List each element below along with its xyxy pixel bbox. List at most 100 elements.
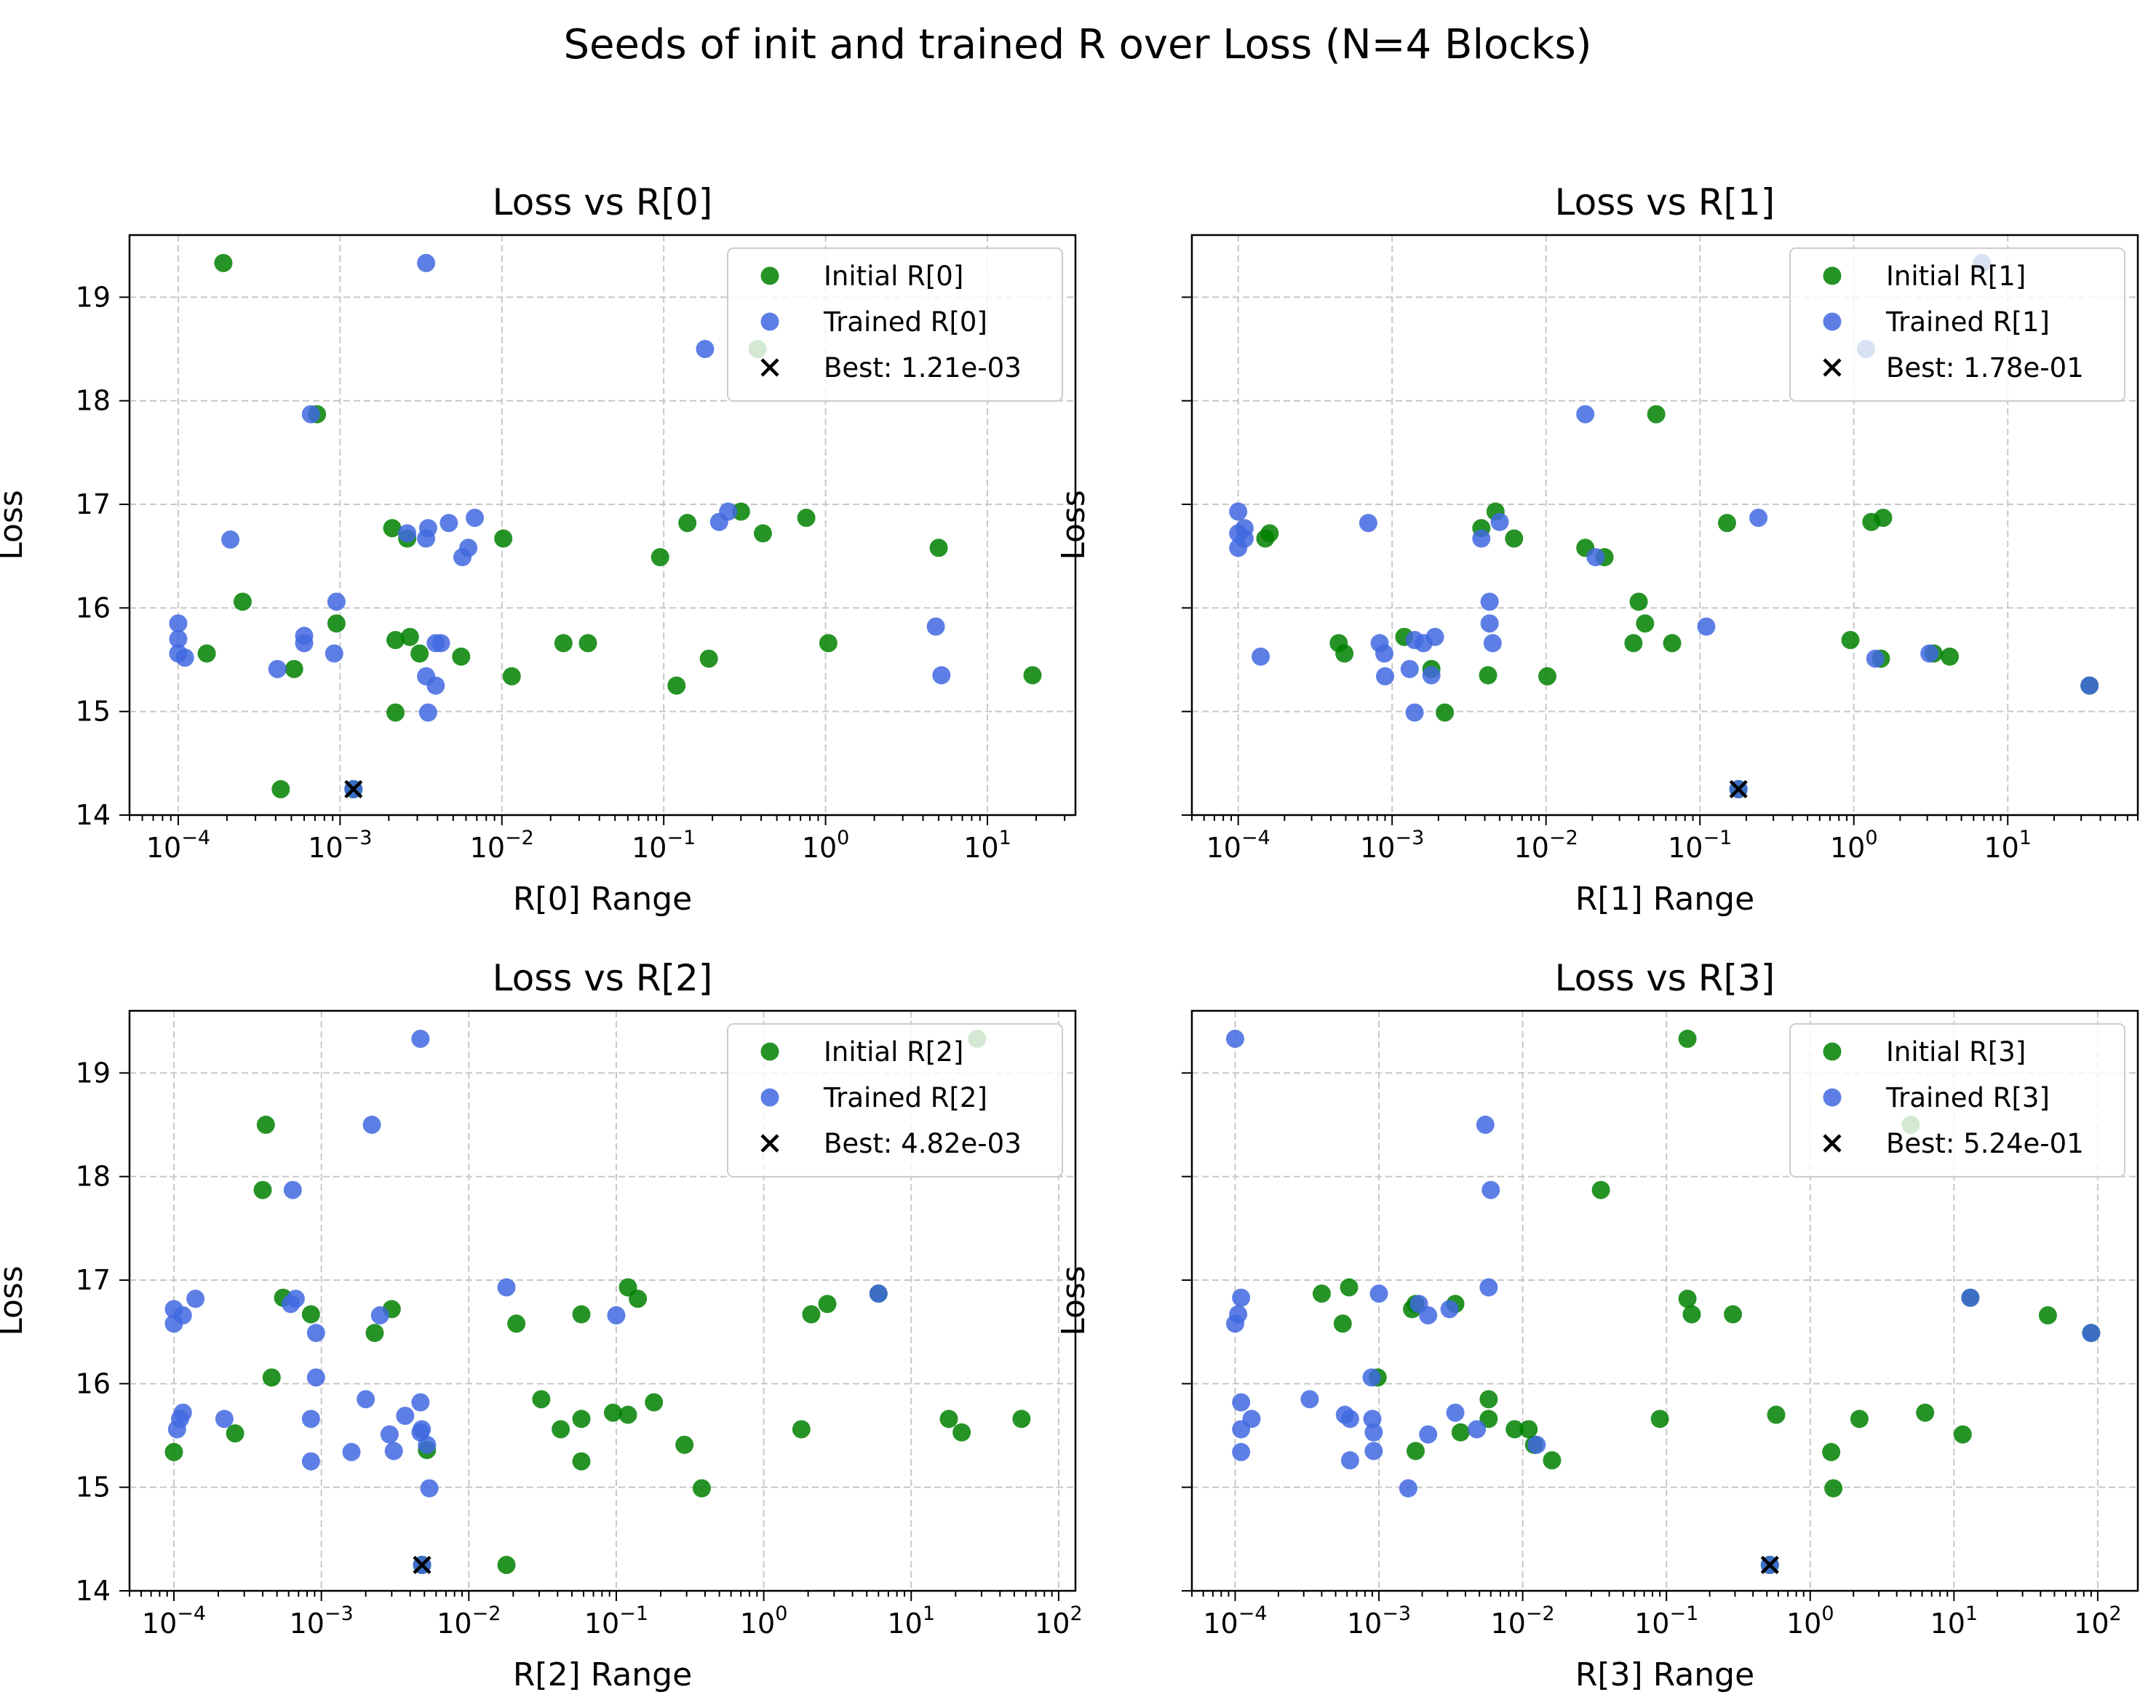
initial-point	[1624, 634, 1643, 653]
trained-point	[295, 634, 314, 653]
trained-point	[1364, 1423, 1383, 1442]
axes-frame	[1190, 234, 2139, 817]
initial-point	[2038, 1306, 2057, 1324]
subplot-title: Loss vs R[0]	[493, 181, 713, 223]
trained-point	[417, 253, 436, 272]
legend-label: Trained R[3]	[1885, 1082, 2050, 1113]
legend-marker-initial	[760, 266, 779, 285]
trained-point	[926, 617, 945, 636]
trained-point	[268, 659, 287, 678]
trained-point	[1480, 614, 1499, 633]
x-axis-label: R[2] Range	[513, 1656, 692, 1693]
initial-point	[678, 514, 697, 533]
legend-label: Initial R[0]	[824, 261, 963, 292]
initial-point	[552, 1420, 570, 1439]
x-tick-label: 10−1	[1634, 1602, 1698, 1640]
initial-point	[667, 676, 686, 695]
legend-label: Trained R[0]	[823, 306, 987, 338]
x-tick-label: 10−4	[142, 1602, 206, 1640]
initial-point	[1822, 1442, 1841, 1461]
initial-point	[1874, 509, 1893, 528]
trained-point	[1232, 1420, 1251, 1439]
legend: Initial R[0] Trained R[0] Best: 1.21e-03	[727, 247, 1063, 402]
trained-point	[1490, 512, 1509, 531]
legend-label: Best: 1.78e-01	[1886, 352, 2084, 384]
initial-point	[1543, 1451, 1562, 1470]
x-tick-label: 10−4	[146, 827, 210, 864]
axes-frame	[128, 1009, 1077, 1592]
trained-point	[398, 524, 417, 543]
trained-point	[426, 676, 445, 695]
trained-point	[1340, 1410, 1359, 1429]
initial-point	[651, 548, 669, 567]
trained-point	[1363, 1410, 1382, 1429]
x-tick-label: 10−2	[1491, 1602, 1555, 1640]
trained-point	[306, 1368, 325, 1387]
trained-point	[1340, 1451, 1359, 1470]
best-point	[413, 1555, 431, 1575]
initial-point	[452, 647, 471, 666]
initial-point	[386, 703, 405, 722]
trained-point	[1229, 502, 1248, 521]
trained-point	[286, 1290, 305, 1308]
initial-point	[1916, 1403, 1935, 1422]
initial-point	[1767, 1405, 1786, 1424]
x-axis-label: R[3] Range	[1575, 1656, 1754, 1693]
y-axis-label: Loss	[1055, 490, 1092, 560]
legend-marker-trained	[1823, 312, 1842, 331]
initial-point	[1333, 1314, 1352, 1333]
initial-point	[1717, 514, 1736, 533]
x-tick-label: 10−4	[1206, 827, 1270, 864]
y-tick-label: 15	[76, 1471, 111, 1504]
trained-point	[869, 1284, 888, 1303]
trained-point	[1419, 1425, 1438, 1444]
initial-point	[497, 1555, 516, 1574]
initial-point	[327, 614, 346, 633]
trained-point	[1480, 592, 1499, 611]
trained-point	[1369, 1284, 1388, 1303]
legend-marker-best	[1823, 1134, 1842, 1153]
x-tick-label: 10−3	[1360, 827, 1424, 864]
initial-point	[164, 1442, 183, 1461]
initial-point	[383, 519, 402, 538]
trained-point	[384, 1442, 403, 1461]
trained-point	[1472, 529, 1491, 548]
subplot-0: 10−4 10−3 10−2 10−1 100 101 14 15 16 17 18 19 Loss v…	[0, 181, 1077, 918]
initial-point	[572, 1452, 591, 1471]
initial-point	[1505, 529, 1524, 548]
x-tick-label: 10−2	[1514, 827, 1578, 864]
trained-point	[173, 1306, 192, 1324]
y-tick-label: 16	[76, 592, 111, 624]
trained-point	[1440, 1300, 1459, 1319]
y-tick-label: 18	[76, 385, 111, 417]
figure-title: Seeds of init and trained R over Loss (N…	[563, 21, 1591, 68]
initial-point	[1479, 1390, 1498, 1409]
x-tick-label: 101	[963, 827, 1011, 864]
initial-point	[1636, 614, 1655, 633]
trained-point	[327, 592, 346, 611]
initial-point	[1340, 1278, 1359, 1297]
trained-point	[215, 1410, 234, 1429]
initial-point	[802, 1305, 821, 1324]
subplot-title: Loss vs R[1]	[1555, 181, 1775, 223]
trained-point	[1399, 1479, 1417, 1498]
initial-point	[629, 1290, 648, 1308]
best-point	[1729, 779, 1748, 799]
initial-point	[1479, 1410, 1498, 1429]
trained-point	[1866, 649, 1885, 668]
initial-point	[1436, 703, 1455, 722]
trained-point	[1586, 548, 1605, 567]
trained-point	[1481, 1180, 1500, 1199]
y-axis-label: Loss	[1055, 1266, 1092, 1336]
initial-point	[253, 1180, 272, 1199]
trained-point	[466, 509, 485, 528]
trained-point	[1252, 647, 1270, 666]
legend-marker-best	[760, 1134, 779, 1153]
trained-point	[1479, 1278, 1498, 1297]
initial-point	[400, 627, 419, 646]
x-tick-label: 10−2	[437, 1602, 501, 1640]
x-tick-label: 101	[1984, 827, 2032, 864]
legend-label: Best: 4.82e-03	[824, 1128, 1022, 1159]
initial-point	[1678, 1290, 1697, 1308]
